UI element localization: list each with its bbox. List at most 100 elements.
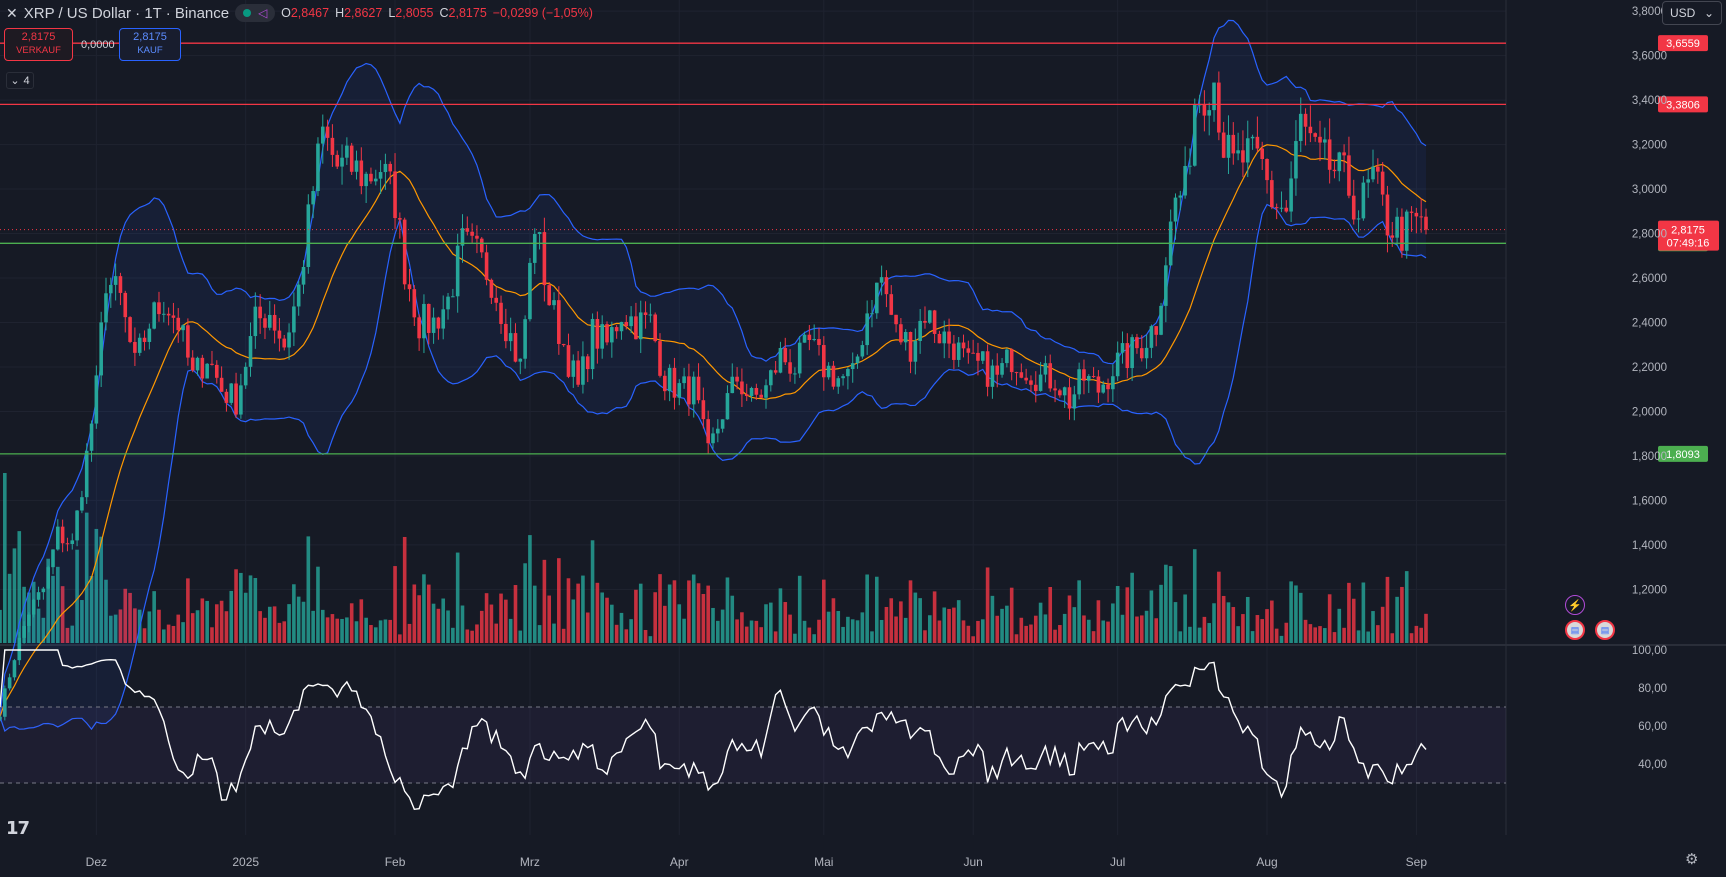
volume-bar <box>1419 627 1423 643</box>
indicators-toggle[interactable]: ⌄ 4 <box>6 72 34 89</box>
level-label: 1,8093 <box>1666 449 1700 461</box>
volume-bar <box>865 574 869 643</box>
candle-body <box>214 364 219 378</box>
ohlc-key: L <box>388 6 396 20</box>
volume-bar <box>605 597 609 643</box>
candle-body <box>1038 374 1043 391</box>
volume-bar <box>614 624 619 643</box>
candle-body <box>1067 387 1072 409</box>
volume-bar <box>754 620 759 643</box>
price-tick-label: 1,6000 <box>1632 495 1667 507</box>
volume-bar <box>706 585 710 643</box>
volume-bar <box>460 605 465 643</box>
symbol-title[interactable]: XRP / US Dollar · 1T · Binance <box>23 4 230 22</box>
volume-bar <box>643 629 648 643</box>
candle-body <box>874 282 879 314</box>
candle-body <box>109 284 113 294</box>
volume-bar <box>629 619 633 643</box>
us-flag-icon[interactable]: ▤ <box>1565 620 1585 640</box>
volume-bar <box>1043 614 1048 643</box>
candle-body <box>653 314 657 342</box>
volume-bar <box>263 617 267 643</box>
volume-bar <box>1173 602 1178 643</box>
candle-body <box>687 376 691 405</box>
lightning-icon[interactable]: ⚡ <box>1565 595 1585 615</box>
currency-select[interactable]: USD ⌄ <box>1662 1 1722 25</box>
tradingview-logo-icon[interactable]: 𝟭𝟳 <box>6 818 30 838</box>
volume-bar <box>109 615 113 643</box>
candle-body <box>971 352 975 354</box>
volume-bar <box>426 584 431 643</box>
close-icon[interactable]: ✕ <box>6 4 18 21</box>
volume-bar <box>1111 603 1115 643</box>
volume-bar <box>1207 623 1212 643</box>
sell-button[interactable]: 2,8175 VERKAUF <box>4 28 73 61</box>
candle-body <box>624 321 629 327</box>
volume-bar <box>966 625 971 643</box>
time-axis: Dez 2025 Feb Mrz Apr Mai Jun Jul Aug Sep <box>86 855 1428 869</box>
volume-bar <box>388 619 393 643</box>
candle-body <box>807 334 812 341</box>
candle-body <box>976 352 980 361</box>
candle-body <box>720 419 725 429</box>
volume-bar <box>1371 611 1375 643</box>
time-tick-label: Sep <box>1406 855 1428 869</box>
candle-body <box>287 332 291 348</box>
candle-body <box>75 510 79 541</box>
volume-bar <box>316 566 320 643</box>
candle-body <box>942 331 947 344</box>
candle-body <box>566 345 571 377</box>
volume-bar <box>585 612 590 643</box>
candle-body <box>778 347 783 373</box>
candle-body <box>947 331 951 344</box>
candle-body <box>1327 139 1332 170</box>
volume-bar <box>720 609 725 643</box>
candle-body <box>797 342 802 374</box>
candle-body <box>1024 377 1028 381</box>
candle-body <box>84 450 89 498</box>
volume-bar <box>1356 630 1361 643</box>
status-pill[interactable]: ◁ <box>235 4 276 22</box>
volume-bar <box>272 606 277 643</box>
volume-bar <box>1327 594 1332 643</box>
us-flag-icon[interactable]: ▤ <box>1595 620 1615 640</box>
volume-bar <box>354 621 359 643</box>
volume-bar <box>161 629 166 643</box>
candle-body <box>1376 166 1380 172</box>
candle-body <box>12 660 17 678</box>
buy-button[interactable]: 2,8175 KAUF <box>119 28 181 61</box>
candle-body <box>171 315 176 318</box>
volume-bar <box>489 604 494 643</box>
candle-body <box>1058 390 1062 396</box>
candle-body <box>817 339 821 346</box>
candle-body <box>325 126 330 138</box>
volume-bar <box>152 591 156 643</box>
candle-body <box>793 373 797 375</box>
candle-body <box>1106 384 1110 390</box>
candle-body <box>402 219 407 285</box>
volume-bar <box>1072 607 1077 643</box>
volume-bar <box>725 577 730 643</box>
rsi-band <box>0 707 1506 783</box>
candle-body <box>1125 343 1130 369</box>
candle-body <box>513 333 518 362</box>
volume-bar <box>210 627 214 643</box>
candle-body <box>504 323 508 342</box>
candle-body <box>118 276 123 293</box>
candle-body <box>455 245 460 297</box>
price-tick-label: 2,2000 <box>1632 362 1667 374</box>
candle-body <box>547 285 552 306</box>
candle-body <box>248 336 253 367</box>
candle-body <box>398 218 402 220</box>
candle-body <box>831 365 836 387</box>
tag-icon: ◁ <box>258 6 268 20</box>
candle-body <box>407 284 412 290</box>
gear-icon[interactable]: ⚙ <box>1685 851 1699 868</box>
volume-bar <box>576 583 580 643</box>
candle-body <box>754 387 759 395</box>
candle-body <box>764 385 768 398</box>
price-tick-label: 3,8000 <box>1632 6 1667 18</box>
candle-body <box>200 357 205 379</box>
